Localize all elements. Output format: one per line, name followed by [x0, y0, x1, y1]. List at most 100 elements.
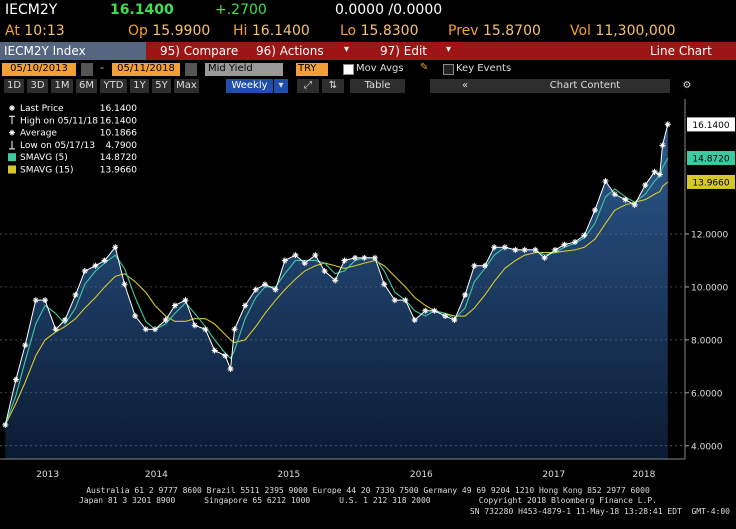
range-button[interactable]: 1Y	[130, 79, 149, 93]
legend-value: 13.9660	[100, 166, 137, 176]
legend-box	[3, 99, 139, 177]
range-button[interactable]: 3D	[27, 79, 48, 93]
quote-item: Op 15.9900	[128, 23, 210, 39]
price-marker	[664, 121, 671, 128]
price-marker	[532, 246, 539, 253]
pencil-icon[interactable]: ✎	[420, 62, 429, 73]
price-marker	[642, 182, 649, 189]
price-marker	[52, 326, 59, 333]
price-marker	[442, 313, 449, 320]
range-button[interactable]: 1D	[4, 79, 24, 93]
price-marker	[22, 342, 29, 349]
price-marker	[501, 244, 508, 251]
footer-line: SN 732280 H453-4879-1 11-May-18 13:28:41…	[469, 507, 730, 516]
date-dash: -	[100, 61, 104, 74]
price-marker	[552, 246, 559, 253]
checkbox[interactable]	[343, 64, 354, 75]
price-marker	[42, 297, 49, 304]
start-date[interactable]: 05/10/2013	[2, 63, 76, 76]
price-marker	[581, 232, 588, 239]
range-button[interactable]: 5Y	[152, 79, 171, 93]
quote-label: Op	[128, 23, 148, 39]
collapse-button[interactable]: «	[430, 79, 500, 93]
price-marker	[2, 421, 9, 428]
legend-label: Low on 05/17/13	[20, 141, 95, 151]
price-marker	[121, 281, 128, 288]
legend-label: SMAVG (5)	[20, 153, 68, 163]
price-marker	[61, 317, 68, 324]
security-box[interactable]	[0, 42, 146, 60]
legend-value: 14.8720	[100, 153, 137, 163]
footer-line: Australia 61 2 9777 8600 Brazil 5511 239…	[86, 486, 650, 495]
range-button[interactable]: 6M	[76, 79, 97, 93]
field-select[interactable]: Mid Yield	[205, 63, 283, 76]
price-marker	[101, 257, 108, 264]
legend-label: SMAVG (15)	[20, 166, 74, 176]
price-marker	[361, 254, 368, 261]
x-tick-label: 2018	[632, 470, 655, 480]
price-marker	[352, 254, 359, 261]
price-marker	[411, 317, 418, 324]
price-marker	[321, 268, 328, 275]
range-button[interactable]: YTD	[100, 79, 127, 93]
quote-value: 15.8700	[483, 23, 541, 39]
quote-value: 15.9900	[152, 23, 211, 39]
footer-line: Japan 81 3 3201 8900 Singapore 65 6212 1…	[79, 496, 657, 505]
tool-icon[interactable]: ⇅	[322, 79, 344, 93]
price-marker	[32, 297, 39, 304]
price-marker	[332, 277, 339, 284]
series-line	[4, 181, 669, 426]
price-marker	[422, 307, 429, 314]
legend-swatch	[8, 165, 16, 174]
price-marker	[142, 326, 149, 333]
legend-value: 4.7900	[106, 141, 138, 151]
price-marker	[182, 297, 189, 304]
legend-value: 16.1400	[100, 116, 137, 126]
price-marker	[312, 252, 319, 259]
value-tag	[687, 117, 735, 132]
price-marker	[611, 191, 618, 198]
calendar-icon[interactable]	[185, 63, 197, 76]
range-button[interactable]: 1M	[51, 79, 73, 93]
currency-select[interactable]: TRY	[296, 63, 328, 76]
quote-item: Lo 15.8300	[340, 23, 418, 39]
change: +.2700	[215, 2, 267, 18]
price-marker	[12, 376, 19, 383]
calendar-icon[interactable]	[81, 63, 93, 76]
price-marker	[132, 313, 139, 320]
ticker: IECM2Y	[5, 2, 58, 18]
menu-item[interactable]: 95) Compare	[160, 44, 239, 58]
legend-swatch	[8, 153, 16, 162]
price-marker	[481, 262, 488, 269]
price-marker	[512, 246, 519, 253]
frequency[interactable]: Weekly	[226, 79, 273, 93]
legend-label: High on 05/11/18	[20, 116, 98, 126]
price-marker	[92, 262, 99, 269]
chart-content[interactable]: Chart Content	[500, 79, 670, 93]
menu-item[interactable]: 96) Actions	[256, 44, 324, 58]
range-button[interactable]: Max	[174, 79, 199, 93]
value-tag-label: 16.1400	[692, 121, 729, 131]
price-area	[5, 124, 668, 459]
table-button[interactable]: Table	[350, 79, 405, 93]
x-tick-label: 2015	[277, 470, 300, 480]
price-marker	[272, 286, 279, 293]
price-marker	[462, 291, 469, 298]
quote-value: 16.1400	[251, 23, 310, 39]
tool-icon[interactable]: ⤢	[297, 79, 319, 93]
price-marker	[301, 260, 308, 267]
end-date[interactable]: 05/11/2018	[112, 63, 180, 76]
quote-label: Prev	[448, 23, 479, 39]
menu-item[interactable]: 97) Edit	[380, 44, 428, 58]
x-tick-label: 2016	[410, 470, 433, 480]
y-tick-label: 8.0000	[691, 336, 723, 346]
value-tag-label: 13.9660	[692, 178, 729, 188]
quote-value: 15.8300	[360, 23, 419, 39]
checkbox[interactable]	[443, 64, 454, 75]
price-marker	[471, 262, 478, 269]
value-tag	[687, 150, 735, 165]
settings-icon[interactable]: ⚙	[676, 79, 698, 93]
dropdown-arrow[interactable]: ▾	[274, 79, 288, 93]
price-marker	[541, 254, 548, 261]
